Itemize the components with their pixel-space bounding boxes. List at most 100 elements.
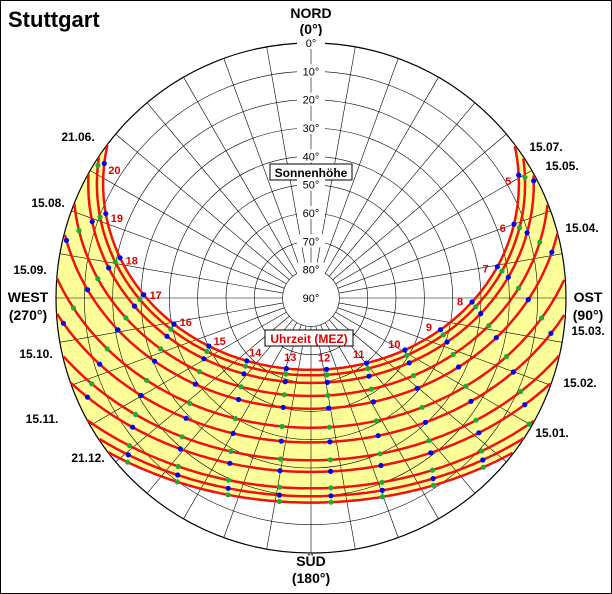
hour-marker: [171, 321, 177, 327]
hour-marker: [325, 392, 331, 398]
hour-marker: [368, 386, 374, 392]
hour-marker: [238, 384, 244, 390]
hour-marker: [516, 172, 522, 178]
hour-marker: [175, 472, 181, 478]
hour-marker: [327, 439, 333, 445]
sun-path-21.06.: [101, 144, 521, 372]
hour-marker: [103, 211, 109, 217]
hour-marker: [378, 462, 384, 469]
hour-marker: [525, 297, 531, 303]
elevation-tick-label: 20°: [303, 95, 320, 107]
hour-labels: 5 6 7 8 9 10 11 12 13 14 15 16 17 18 19 20: [108, 165, 511, 365]
hour-marker: [377, 451, 383, 457]
hour-marker: [95, 162, 101, 168]
hour-label-14: 14: [249, 347, 262, 359]
hour-marker: [473, 417, 479, 423]
hour-marker: [242, 363, 249, 369]
hour-marker: [430, 482, 436, 488]
hour-marker: [366, 373, 372, 379]
elevation-tick-bg: [297, 206, 325, 219]
elevation-tick-bg: [297, 291, 325, 304]
hour-marker: [131, 303, 138, 309]
hour-marker: [524, 230, 530, 236]
hour-marker: [177, 446, 183, 452]
hour-marker: [277, 468, 283, 474]
hour-marker: [164, 333, 170, 339]
hour-marker: [60, 320, 66, 326]
elevation-tick-label: 80°: [303, 265, 320, 277]
hour-marker: [379, 479, 385, 485]
date-label-15.04.: 15.04.: [565, 221, 598, 235]
date-label-21.06.: 21.06.: [61, 130, 94, 144]
sun-path-15.02.: [69, 381, 552, 474]
hour-marker: [468, 398, 474, 404]
hour-marker: [174, 479, 180, 485]
elevation-tick-label: 60°: [303, 208, 320, 220]
hour-marker: [522, 402, 528, 408]
hour-marker: [486, 323, 492, 329]
sun-path-15.04.: [63, 233, 559, 410]
hour-marker: [125, 459, 131, 465]
south-label: SÜD: [296, 553, 326, 569]
hour-marker: [226, 477, 232, 483]
hour-marker: [276, 498, 282, 505]
hour-marker: [115, 327, 121, 333]
sun-path-15.07.: [95, 157, 527, 377]
hour-marker: [192, 381, 198, 387]
sun-path-15.09.: [56, 278, 566, 429]
hour-marker: [228, 448, 234, 455]
hour-marker: [480, 457, 486, 463]
hour-marker: [479, 448, 485, 454]
hour-markers: [60, 160, 555, 505]
hour-label-12: 12: [318, 353, 330, 365]
east-label: OST: [574, 289, 603, 305]
hour-marker: [126, 443, 132, 449]
hour-label-19: 19: [111, 213, 123, 225]
sun-path-21.12.: [107, 451, 514, 504]
hour-label-7: 7: [482, 264, 488, 276]
hour-marker: [101, 160, 107, 167]
east-deg-label: (90°): [573, 307, 604, 323]
hour-marker: [480, 464, 486, 470]
hour-marker: [196, 369, 202, 375]
hour-marker: [370, 399, 377, 405]
hour-marker: [206, 343, 212, 349]
hour-marker: [204, 348, 210, 354]
hour-marker: [133, 411, 139, 418]
elevation-tick-bg: [297, 121, 325, 134]
sun-path-15.05.: [87, 173, 535, 385]
hour-marker: [152, 358, 158, 364]
hour-marker: [244, 358, 250, 364]
hour-marker: [419, 404, 425, 410]
hour-marker: [89, 381, 95, 387]
chart-title: Stuttgart: [8, 7, 100, 32]
hour-marker: [440, 332, 446, 338]
elevation-ticks: 0° 10° 20° 30° 40° 50° 60° 70° 80° 90°: [297, 36, 325, 305]
elevation-tick-label: 30°: [303, 123, 320, 135]
south-deg-label: (180°): [292, 570, 330, 586]
time-axis-title: Uhrzeit (MEZ): [270, 332, 347, 346]
hour-marker: [276, 492, 283, 498]
hour-marker: [106, 265, 112, 271]
hour-marker: [511, 221, 517, 227]
hour-marker: [283, 365, 289, 372]
hour-marker: [104, 346, 110, 352]
date-label-15.11.: 15.11.: [26, 412, 59, 426]
sun-band: [56, 144, 566, 503]
sun-paths: [56, 144, 566, 504]
elevation-tick-label: 90°: [303, 293, 320, 305]
hour-marker: [225, 492, 231, 498]
hour-marker: [444, 339, 450, 345]
hour-marker: [375, 433, 381, 439]
hour-marker: [76, 228, 82, 234]
elevation-tick-label: 0°: [306, 38, 317, 50]
hour-marker: [516, 285, 522, 291]
hour-marker: [326, 405, 332, 411]
elevation-tick-bg: [297, 92, 325, 106]
hour-marker: [499, 268, 505, 274]
hour-marker: [537, 239, 543, 245]
hour-marker: [278, 438, 284, 444]
hour-marker: [493, 335, 499, 341]
hour-marker: [410, 373, 417, 379]
